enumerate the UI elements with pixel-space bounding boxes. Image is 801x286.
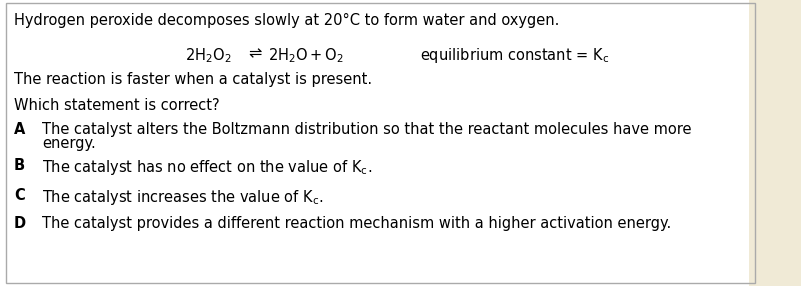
Text: D: D	[14, 216, 26, 231]
Text: The reaction is faster when a catalyst is present.: The reaction is faster when a catalyst i…	[14, 72, 372, 87]
Text: B: B	[14, 158, 25, 173]
Text: The catalyst has no effect on the value of $\mathsf{K_c}$.: The catalyst has no effect on the value …	[42, 158, 372, 177]
Text: Which statement is correct?: Which statement is correct?	[14, 98, 219, 113]
Text: $\mathsf{2H_2O + O_2}$: $\mathsf{2H_2O + O_2}$	[268, 46, 344, 65]
Text: A: A	[14, 122, 26, 137]
Text: energy.: energy.	[42, 136, 96, 151]
Text: The catalyst increases the value of $\mathsf{K_c}$.: The catalyst increases the value of $\ma…	[42, 188, 324, 207]
Text: Hydrogen peroxide decomposes slowly at 20°C to form water and oxygen.: Hydrogen peroxide decomposes slowly at 2…	[14, 13, 559, 28]
Text: The catalyst alters the Boltzmann distribution so that the reactant molecules ha: The catalyst alters the Boltzmann distri…	[42, 122, 691, 137]
Text: The catalyst provides a different reaction mechanism with a higher activation en: The catalyst provides a different reacti…	[42, 216, 671, 231]
Text: C: C	[14, 188, 25, 203]
Bar	[749, 0, 801, 286]
Text: equilibrium constant = $\mathsf{K_c}$: equilibrium constant = $\mathsf{K_c}$	[420, 46, 610, 65]
Text: $\rightleftharpoons$: $\rightleftharpoons$	[245, 46, 263, 61]
Text: $\mathsf{2H_2O_2}$: $\mathsf{2H_2O_2}$	[185, 46, 231, 65]
